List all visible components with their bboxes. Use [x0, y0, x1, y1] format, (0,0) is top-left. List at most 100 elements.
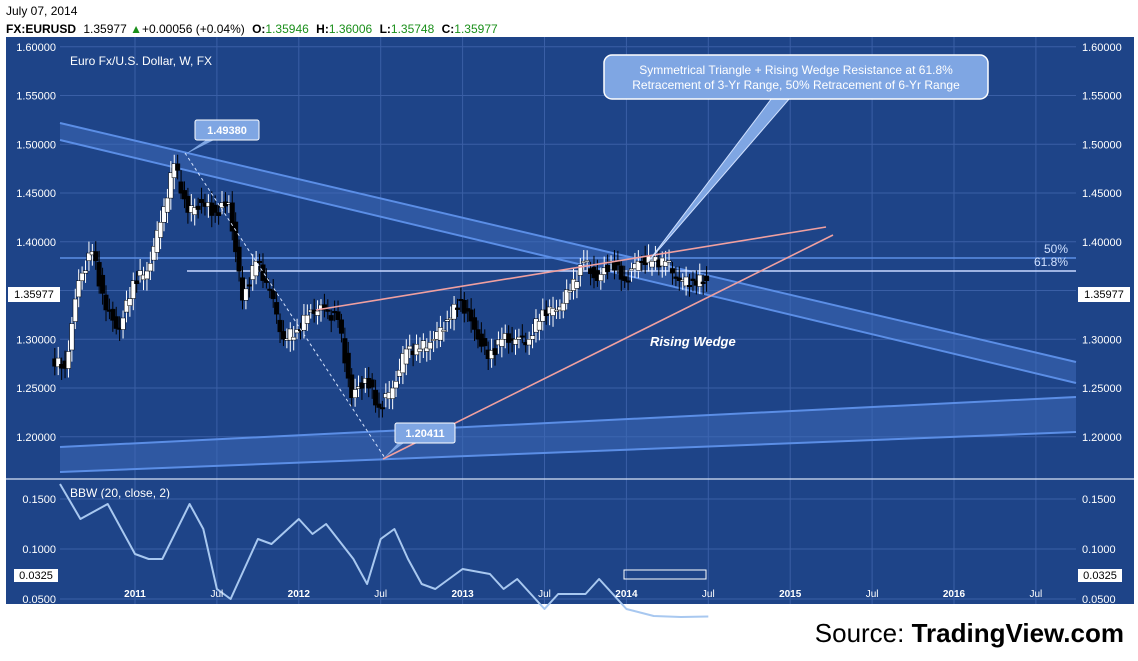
candle-up	[72, 298, 78, 322]
y-tick-label-left: 1.50000	[16, 139, 56, 151]
candle-down	[605, 264, 611, 273]
y-tick-label-right: 1.40000	[1082, 237, 1122, 249]
close-value: 1.35977	[454, 22, 498, 36]
callout-low-pointer	[384, 443, 404, 458]
x-tick-label: Jul	[374, 589, 387, 600]
candle-up	[144, 270, 150, 280]
candle-down	[216, 212, 222, 216]
candle-up	[560, 302, 566, 312]
candle-up	[79, 272, 85, 281]
price-change: +0.00056 (+0.04%)	[141, 22, 245, 36]
candle-down	[134, 280, 140, 284]
candle-up	[526, 339, 532, 346]
candle-down	[492, 348, 498, 356]
candle-up	[403, 348, 409, 365]
candle-up	[171, 163, 177, 178]
main-chart-title: Euro Fx/U.S. Dollar, W, FX	[70, 54, 212, 68]
low-value: 1.35748	[390, 22, 435, 36]
x-tick-label: Jul	[1030, 589, 1043, 600]
candle-down	[110, 308, 116, 321]
candle-down	[369, 379, 375, 388]
candle-up	[584, 260, 590, 263]
x-tick-label: Jul	[866, 589, 879, 600]
candle-up	[154, 230, 160, 253]
candle-down	[687, 284, 693, 287]
x-tick-label: Jul	[211, 589, 224, 600]
y-tick-label-left: 1.55000	[16, 91, 56, 103]
symbol-label[interactable]: FX:EURUSD	[6, 22, 77, 36]
bbw-tick-label-left: 0.1000	[22, 544, 56, 556]
bbw-last-badges: 0.0325 0.0325	[14, 569, 1122, 582]
candle-down	[700, 281, 706, 284]
candle-up	[253, 261, 259, 277]
last-price-badge-left	[8, 287, 60, 302]
bbw-tick-label-left: 0.1500	[22, 494, 56, 506]
callout-main-line2: Retracement of 3-Yr Range, 50% Retraceme…	[632, 78, 960, 92]
candle-up	[550, 308, 556, 316]
candle-down	[195, 205, 201, 210]
descending-channel	[60, 123, 1076, 383]
bbw-axis-labels: 0.1500 0.1500 0.1000 0.1000 0.0500 0.0500	[22, 494, 1115, 606]
candle-up	[437, 327, 443, 341]
x-tick-label: 2013	[451, 589, 474, 600]
bbw-badge-right-label: 0.0325	[1083, 570, 1117, 582]
candle-down	[618, 265, 624, 280]
candle-up	[417, 348, 423, 352]
candle-up	[407, 345, 413, 350]
candle-down	[359, 382, 365, 389]
last-price: 1.35977	[83, 22, 127, 36]
candle-down	[519, 335, 525, 338]
ascending-support-channel	[60, 397, 1076, 472]
candle-down	[236, 246, 242, 272]
candle-down	[212, 204, 218, 213]
candle-down	[625, 280, 631, 283]
candle-up	[123, 300, 129, 313]
candle-up	[55, 357, 61, 368]
y-tick-label-left: 1.45000	[16, 188, 56, 200]
candles	[52, 154, 710, 418]
bbw-tick-label-left: 0.0500	[22, 594, 56, 606]
bbw-tick-label-right: 0.1500	[1082, 494, 1116, 506]
candle-up	[516, 336, 522, 340]
candle-up	[76, 280, 82, 298]
wedge-lower-line	[382, 234, 834, 460]
bbw-squeeze-box	[623, 569, 707, 580]
candle-down	[181, 190, 187, 200]
candle-up	[287, 328, 293, 341]
y-tick-label-right: 1.50000	[1082, 139, 1122, 151]
fib-50-label: 50%	[1044, 242, 1068, 256]
candle-down	[233, 221, 239, 253]
callout-high-pointer	[184, 140, 214, 155]
candle-down	[93, 251, 99, 262]
candle-down	[669, 268, 675, 274]
y-tick-label-left: 1.20000	[16, 432, 56, 444]
candle-up	[137, 270, 143, 277]
callout-high	[194, 119, 260, 141]
candle-up	[683, 276, 689, 287]
y-tick-label-right: 1.55000	[1082, 91, 1122, 103]
candle-down	[274, 302, 280, 315]
descending-channel-lower	[59, 139, 1077, 384]
close-label: C:	[441, 22, 455, 36]
open-label: O:	[252, 22, 266, 36]
bbw-badge-left	[14, 569, 58, 582]
candle-up	[512, 339, 518, 345]
candle-down	[376, 403, 382, 408]
candle-up	[499, 339, 505, 347]
high-value: 1.36006	[328, 22, 373, 36]
candle-down	[199, 199, 205, 203]
source-name[interactable]: TradingView.com	[911, 618, 1124, 648]
candle-up	[86, 252, 92, 261]
candle-up	[120, 317, 126, 330]
candle-up	[130, 280, 136, 299]
candle-down	[454, 307, 460, 310]
candle-down	[103, 294, 109, 311]
candle-up	[243, 288, 249, 301]
candle-up	[444, 319, 450, 322]
candle-down	[321, 304, 327, 311]
bbw-badge-left-label: 0.0325	[19, 570, 53, 582]
candle-down	[379, 407, 385, 410]
candle-down	[113, 316, 119, 329]
candle-up	[598, 274, 604, 281]
